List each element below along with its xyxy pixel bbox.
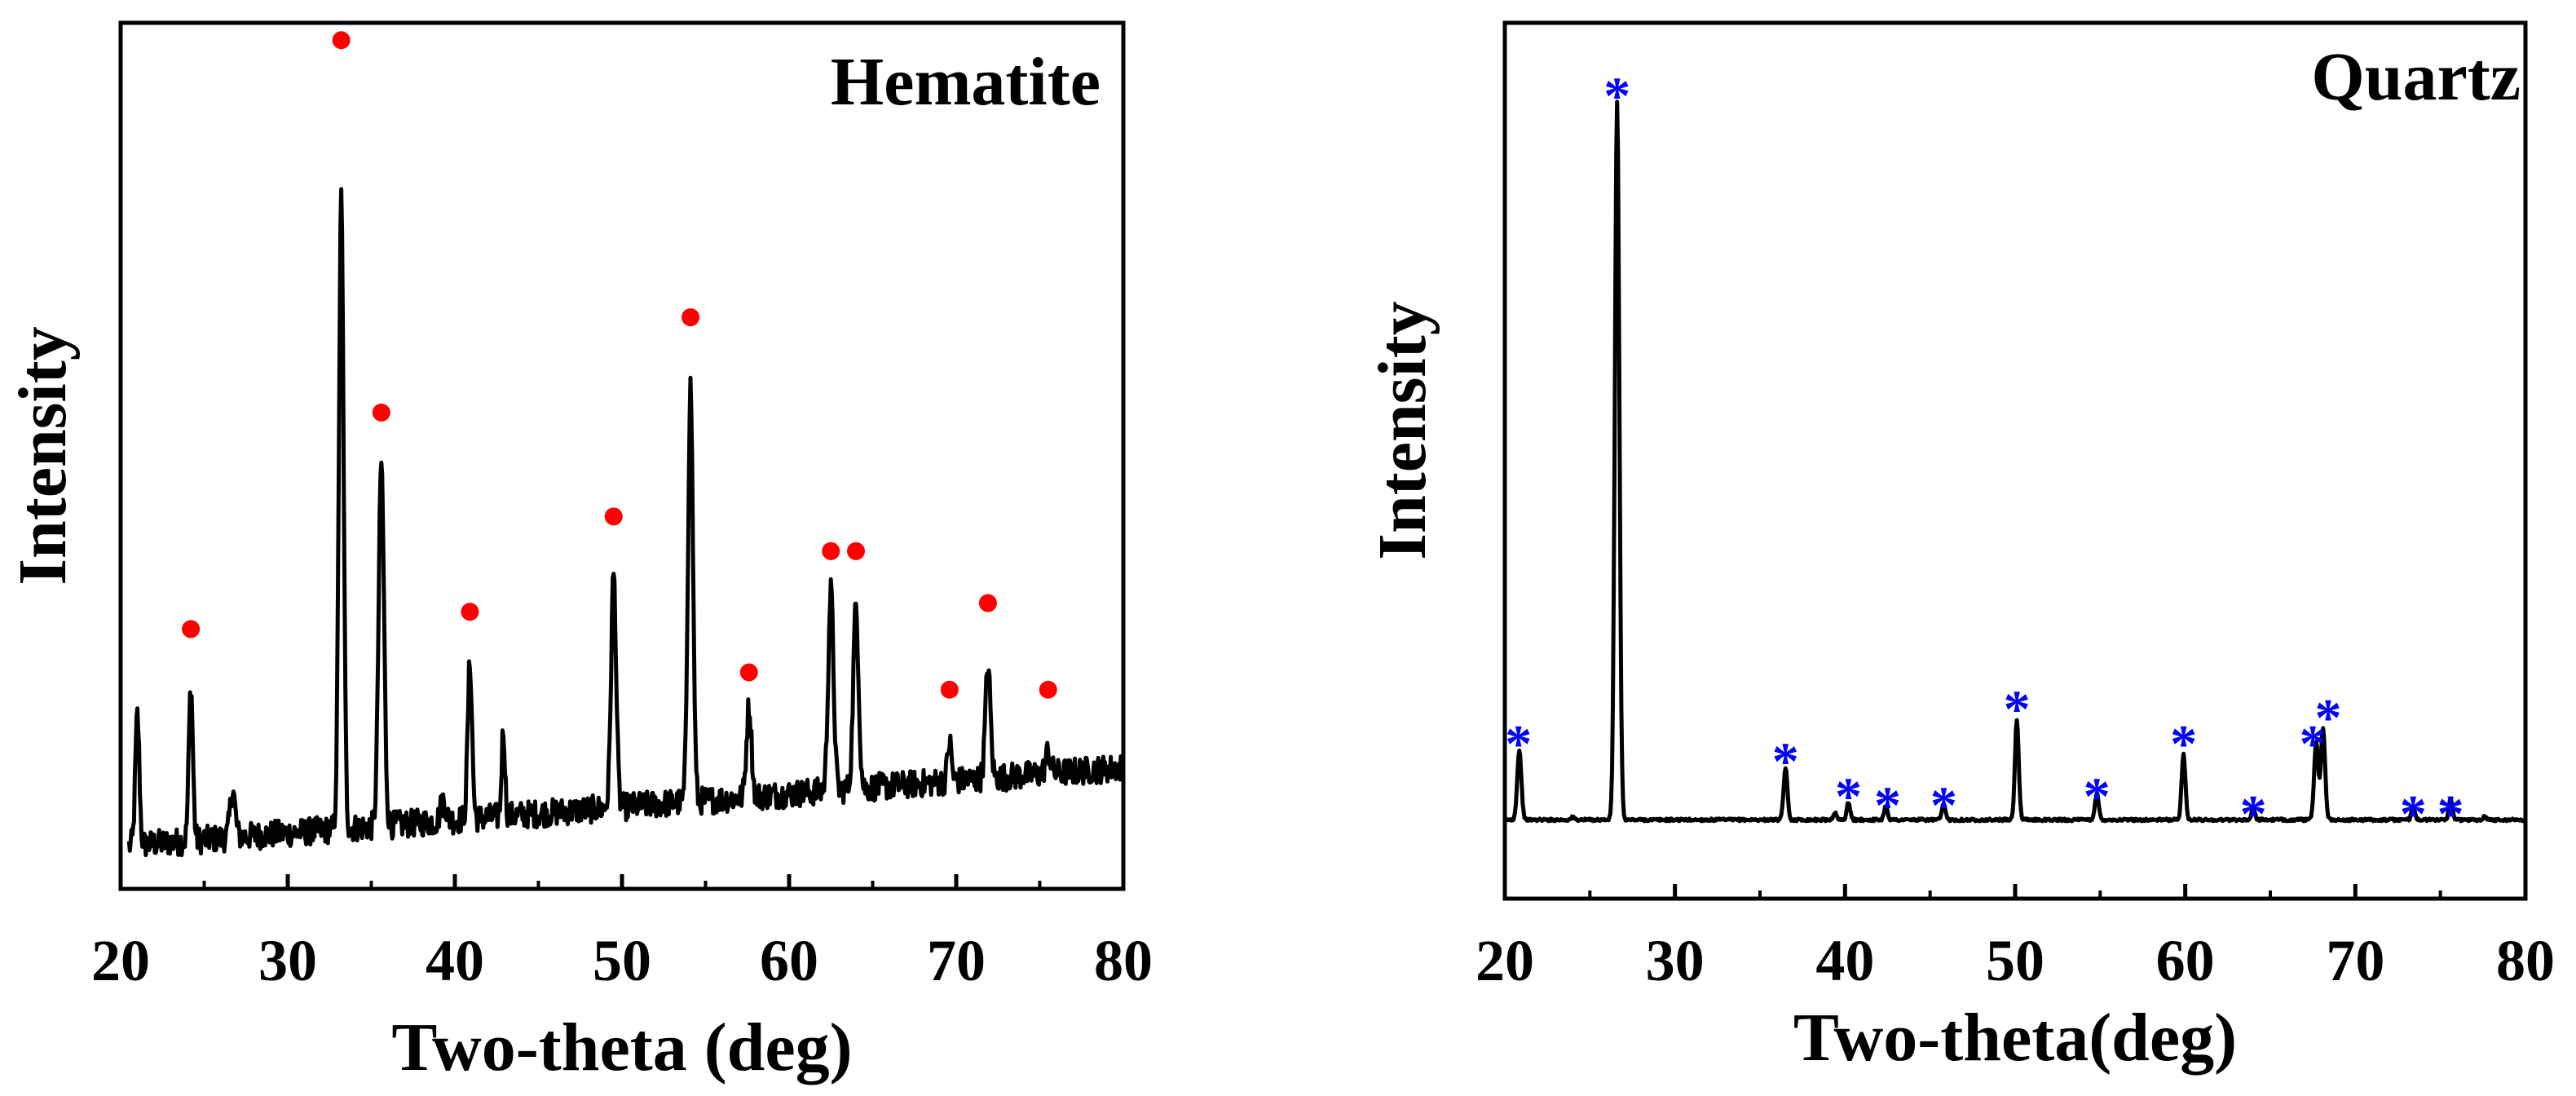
quartz-x-tick-label: 40 [1815, 928, 1874, 993]
quartz-x-ticks [1502, 884, 2528, 899]
hematite-peak-marker [739, 663, 758, 682]
hematite-peak-marker [182, 620, 201, 639]
quartz-peak-markers: **** * ******** * [1505, 66, 2464, 844]
hematite-peak-marker [822, 541, 840, 560]
hematite-panel: 20 30 40 50 60 70 80 Hematite Two-theta (deg) … [5, 20, 1153, 1085]
hematite-x-axis-title: Two-theta (deg) [391, 1010, 852, 1085]
quartz-peak-marker: * [2084, 767, 2111, 827]
quartz-peak-marker: * [2240, 784, 2267, 844]
hematite-y-axis-title: Intensity [5, 326, 81, 585]
hematite-x-tick-labels: 20 30 40 50 60 70 80 [91, 928, 1153, 993]
hematite-title: Hematite [831, 44, 1101, 120]
quartz-x-tick-label: 30 [1646, 928, 1705, 993]
hematite-peak-marker [372, 403, 390, 422]
hematite-peak-marker [461, 603, 479, 621]
hematite-plot-frame [118, 20, 1126, 891]
quartz-peak-marker: * [2170, 714, 2197, 774]
quartz-peak-marker: * [1772, 732, 1799, 792]
hematite-peak-marker [604, 507, 623, 526]
hematite-peak-marker [940, 680, 959, 699]
quartz-xrd-curve [1503, 99, 2527, 824]
quartz-peak-marker: * [1930, 776, 1957, 835]
hematite-peak-marker [978, 594, 997, 612]
quartz-panel: 20 30 40 50 60 70 80 **** * ******** * Quartz Two… [1365, 20, 2555, 1076]
quartz-peak-marker: * [1505, 714, 1532, 774]
hematite-x-tick-label: 30 [258, 928, 317, 993]
hematite-peak-marker [681, 308, 700, 327]
quartz-peak-marker: * [1603, 66, 1630, 126]
hematite-peak-markers [182, 31, 1057, 699]
hematite-peak-marker [1039, 680, 1057, 699]
quartz-peak-marker: * [2400, 784, 2427, 844]
quartz-peak-marker: * [2314, 688, 2341, 748]
quartz-y-axis-title: Intensity [1365, 301, 1440, 559]
quartz-peak-marker: * [1835, 767, 1862, 827]
hematite-x-tick-label: 40 [426, 928, 484, 993]
hematite-peak-marker [847, 541, 865, 560]
quartz-peak-marker: * [2004, 679, 2031, 739]
hematite-x-tick-label: 70 [927, 928, 986, 993]
quartz-x-tick-label: 80 [2496, 928, 2555, 993]
hematite-x-tick-label: 20 [91, 928, 150, 993]
quartz-x-tick-labels: 20 30 40 50 60 70 80 [1475, 928, 2555, 993]
quartz-peak-marker: * [1874, 776, 1901, 835]
hematite-x-ticks [118, 874, 1126, 889]
quartz-x-tick-label: 50 [1986, 928, 2044, 993]
quartz-x-tick-label: 60 [2156, 928, 2215, 993]
quartz-x-tick-label: 70 [2326, 928, 2384, 993]
quartz-x-tick-label: 20 [1475, 928, 1534, 993]
quartz-title: Quartz [2311, 39, 2521, 115]
hematite-peak-marker [332, 31, 351, 50]
hematite-xrd-curve [126, 187, 1126, 858]
hematite-x-tick-label: 80 [1094, 928, 1153, 993]
quartz-peak-marker: * [2300, 714, 2327, 774]
hematite-x-tick-label: 60 [760, 928, 818, 993]
quartz-x-axis-title: Two-theta(deg) [1793, 1000, 2237, 1076]
hematite-x-tick-label: 50 [593, 928, 651, 993]
quartz-peak-marker: * [2437, 784, 2464, 844]
